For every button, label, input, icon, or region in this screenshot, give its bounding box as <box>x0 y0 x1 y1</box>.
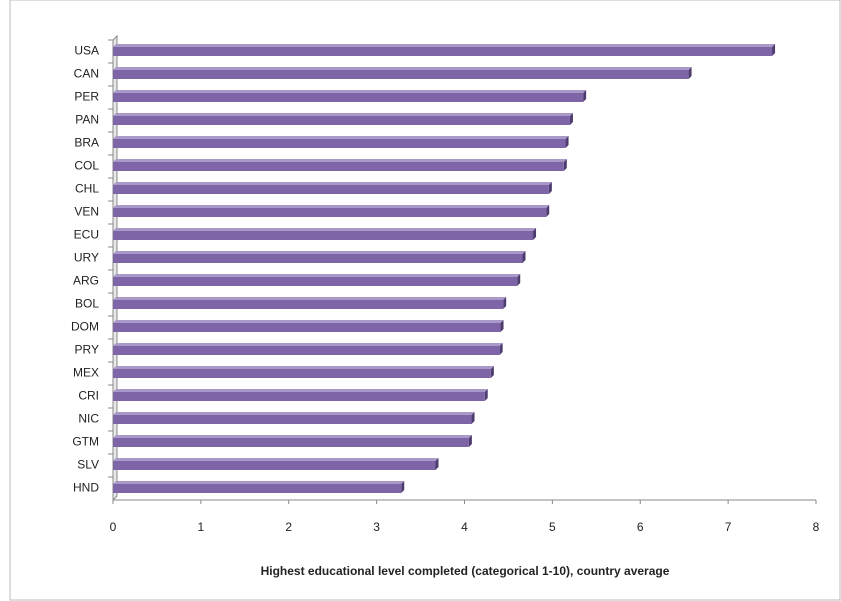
y-tick-label: PER <box>74 90 99 104</box>
bar-side <box>435 458 439 470</box>
bar <box>113 93 584 102</box>
bar-side <box>688 67 692 79</box>
bar-top <box>113 205 550 208</box>
x-tick-label: 6 <box>637 520 644 534</box>
bar <box>113 484 402 493</box>
y-tick-label: VEN <box>74 205 99 219</box>
bar-top <box>113 67 692 70</box>
bar <box>113 300 504 309</box>
x-tick-label: 2 <box>285 520 292 534</box>
x-axis-title: Highest educational level completed (cat… <box>261 564 670 578</box>
bar <box>113 208 547 217</box>
bar <box>113 70 689 79</box>
bar <box>113 47 773 56</box>
bar-top <box>113 481 405 484</box>
bar <box>113 277 518 286</box>
bar-side <box>500 320 504 332</box>
bar-side <box>499 343 503 355</box>
y-tick-label: URY <box>74 251 99 265</box>
y-tick-label: DOM <box>71 320 99 334</box>
bar-top <box>113 251 526 254</box>
bar-side <box>546 205 550 217</box>
bar-top <box>113 274 521 277</box>
y-tick-label: ECU <box>74 228 99 242</box>
bar-side <box>565 136 569 148</box>
bar-top <box>113 320 504 323</box>
bar <box>113 231 534 240</box>
bar-top <box>113 412 475 415</box>
x-tick-label: 1 <box>198 520 205 534</box>
y-tick-label: GTM <box>72 435 99 449</box>
bar <box>113 461 436 470</box>
bar-side <box>772 44 776 56</box>
y-tick-label: MEX <box>73 366 99 380</box>
y-tick-label: CHL <box>75 182 99 196</box>
bar-top <box>113 90 587 93</box>
bar <box>113 438 469 447</box>
y-tick-label: CRI <box>78 389 99 403</box>
bar-side <box>471 412 475 424</box>
y-tick-label: ARG <box>73 274 99 288</box>
x-tick-label: 3 <box>373 520 380 534</box>
bar <box>113 346 500 355</box>
bar-top <box>113 435 472 438</box>
bar-side <box>468 435 472 447</box>
bar-side <box>533 228 537 240</box>
bar-side <box>401 481 405 493</box>
y-tick-label: HND <box>73 481 99 495</box>
bar <box>113 415 472 424</box>
bar-top <box>113 458 439 461</box>
bar <box>113 162 564 171</box>
y-tick-label: PRY <box>75 343 99 357</box>
bar <box>113 139 566 148</box>
bar <box>113 116 570 125</box>
y-tick-label: BOL <box>75 297 99 311</box>
bar-side <box>517 274 521 286</box>
y-tick-label: NIC <box>78 412 99 426</box>
x-tick-label: 0 <box>110 520 117 534</box>
bar-side <box>563 159 567 171</box>
bar <box>113 323 501 332</box>
x-tick-label: 4 <box>461 520 468 534</box>
bar <box>113 369 491 378</box>
bar-top <box>113 228 537 231</box>
bar <box>113 392 485 401</box>
y-axis <box>112 34 118 502</box>
bar-side <box>522 251 526 263</box>
bar-side <box>569 113 573 125</box>
bar-top <box>113 113 573 116</box>
bar-top <box>113 366 494 369</box>
y-tick-label: COL <box>74 159 99 173</box>
y-tick-label: USA <box>74 44 99 58</box>
bar-side <box>548 182 552 194</box>
bar <box>113 185 549 194</box>
y-tick-label: CAN <box>74 67 99 81</box>
bar-side <box>583 90 587 102</box>
bar-top <box>113 343 503 346</box>
bar-top <box>113 182 552 185</box>
bar-top <box>113 136 569 139</box>
bar-top <box>113 389 488 392</box>
bar-top <box>113 159 567 162</box>
bar-side <box>484 389 488 401</box>
y-tick-label: SLV <box>77 458 99 472</box>
bar-top <box>113 44 776 47</box>
y-tick-label: PAN <box>75 113 99 127</box>
bar-side <box>490 366 494 378</box>
x-tick-label: 5 <box>549 520 556 534</box>
x-tick-label: 7 <box>725 520 732 534</box>
y-tick-label: BRA <box>74 136 99 150</box>
bar <box>113 254 523 263</box>
x-tick-label: 8 <box>813 520 820 534</box>
bar-top <box>113 297 507 300</box>
bar-side <box>503 297 507 309</box>
